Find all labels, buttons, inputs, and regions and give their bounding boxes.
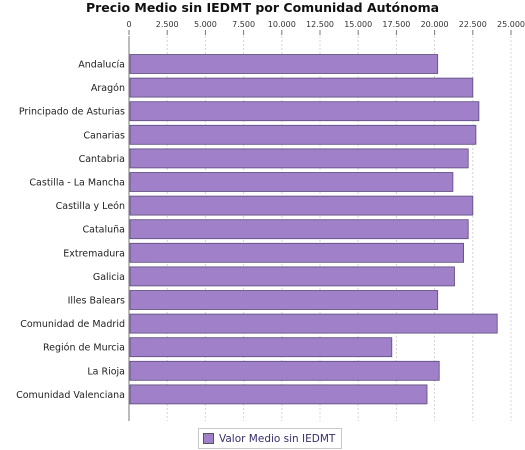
category-label: Extremadura: [63, 248, 125, 259]
bar: [129, 266, 455, 287]
tick-label: 12.500: [306, 20, 334, 29]
tick-label: 7.500: [232, 20, 255, 29]
legend-label: Valor Medio sin IEDMT: [219, 432, 336, 445]
category-label: Cantabria: [79, 154, 125, 165]
category-label: Canarias: [83, 130, 125, 141]
bar: [129, 242, 465, 263]
tick-label: 15.000: [344, 20, 372, 29]
bar: [129, 148, 469, 169]
category-label: Castilla - La Mancha: [29, 178, 125, 189]
chart-title: Precio Medio sin IEDMT por Comunidad Aut…: [85, 0, 440, 15]
tick-label: 2.500: [156, 20, 179, 29]
legend: Valor Medio sin IEDMT: [198, 428, 343, 449]
tick-label: 17.500: [382, 20, 410, 29]
bar: [129, 290, 439, 310]
category-label: Galicia: [93, 272, 125, 283]
tick-label: 0: [126, 20, 131, 29]
category-labels: Andalucía Aragón Principado de Asturias Can…: [16, 60, 125, 401]
category-label: Comunidad de Madrid: [20, 319, 125, 330]
tick-label: 10.000: [268, 20, 296, 29]
bar: [129, 219, 469, 240]
bar: [129, 77, 474, 98]
bar: [129, 384, 428, 405]
tick-label: 22.500: [459, 20, 487, 29]
category-label: Comunidad Valenciana: [16, 390, 125, 401]
bar: [129, 54, 439, 74]
category-label: Illes Balears: [68, 296, 125, 307]
category-label: Andalucía: [78, 60, 125, 71]
tick-label: 25.000: [497, 20, 525, 29]
category-label: Aragón: [91, 83, 125, 94]
bar: [129, 337, 393, 358]
bar: [129, 172, 454, 192]
tick-label: 20.000: [421, 20, 449, 29]
category-label: Cataluña: [82, 225, 125, 236]
category-label: Principado de Asturias: [19, 107, 125, 118]
bars: [129, 54, 498, 405]
bar: [129, 124, 477, 145]
bar: [129, 101, 480, 122]
bar: [129, 313, 498, 334]
category-label: Región de Murcia: [43, 343, 125, 354]
category-label: La Rioja: [87, 366, 125, 377]
category-label: Castilla y León: [56, 201, 125, 212]
tick-label: 5.000: [194, 20, 217, 29]
x-axis-ticks: 0 2.500 5.000 7.500 10.000 12.500 15.000 17.500…: [126, 20, 525, 35]
bar: [129, 195, 474, 216]
bar: [129, 360, 440, 381]
legend-swatch: [203, 433, 214, 444]
